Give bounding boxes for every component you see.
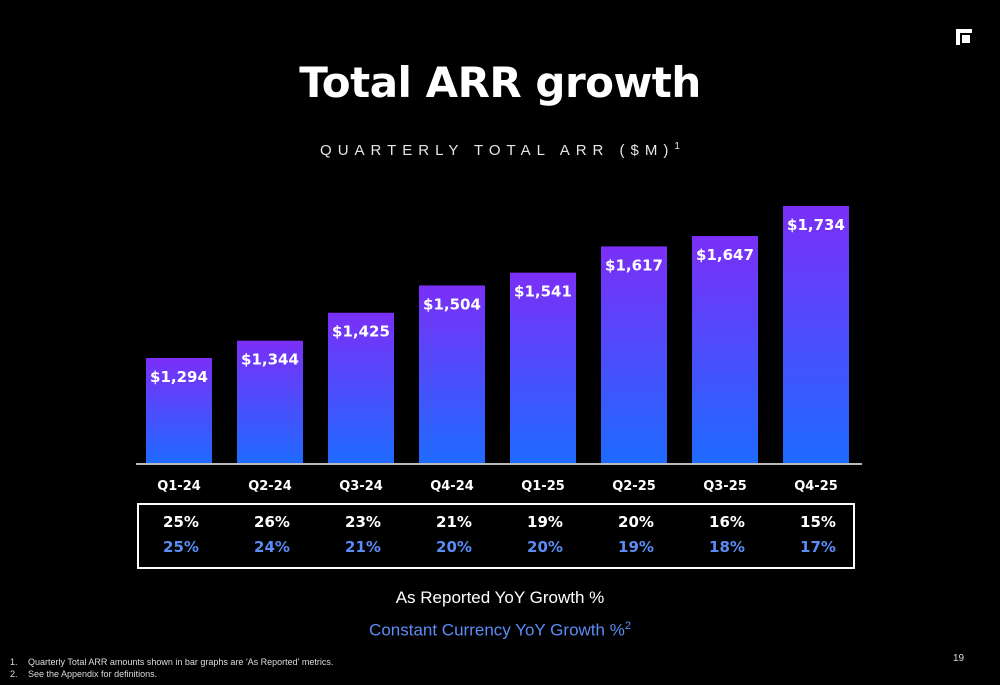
bar-value-label: $1,734 — [787, 216, 845, 234]
x-tick-label: Q4-25 — [794, 479, 838, 494]
x-tick-label: Q2-24 — [248, 479, 292, 494]
reported-growth-cell: 16% — [709, 513, 745, 531]
footnote-text: See the Appendix for definitions. — [28, 669, 158, 679]
bar-value-label: $1,617 — [605, 256, 663, 274]
bar-value-label: $1,294 — [150, 368, 208, 386]
bar-chart: $1,294 $1,344 $1,425 $1,504 $1,541 $1,617 $1,6… — [136, 205, 862, 494]
chart-subtitle-text: QUARTERLY TOTAL ARR ($M) — [320, 142, 675, 159]
bar-value-label: $1,504 — [423, 295, 481, 313]
footnote-number: 1. — [10, 657, 18, 667]
x-tick-label: Q2-25 — [612, 479, 656, 494]
legend-reported: As Reported YoY Growth % — [395, 588, 605, 607]
subtitle-footnote-ref: 1 — [674, 141, 680, 152]
constant-currency-growth-cell: 25% — [163, 538, 199, 556]
bar-q3-24 — [328, 312, 394, 464]
reported-growth-cell: 20% — [618, 513, 654, 531]
page-number: 19 — [953, 653, 965, 664]
reported-growth-cell: 21% — [436, 513, 472, 531]
x-tick-label: Q4-24 — [430, 479, 474, 494]
reported-growth-cell: 25% — [163, 513, 199, 531]
footnotes: 1. Quarterly Total ARR amounts shown in b… — [10, 656, 333, 680]
reported-growth-cell: 15% — [800, 513, 836, 531]
x-tick-label: Q3-25 — [703, 479, 747, 494]
constant-currency-growth-cell: 19% — [618, 538, 654, 556]
bar-q2-24 — [237, 340, 303, 464]
constant-currency-growth-cell: 20% — [436, 538, 472, 556]
bar-q4-25 — [783, 205, 849, 465]
bar-q2-25 — [601, 246, 667, 464]
footnote-number: 2. — [10, 669, 18, 679]
bar-value-label: $1,647 — [696, 246, 754, 264]
constant-currency-growth-cell: 18% — [709, 538, 745, 556]
x-tick-label: Q1-25 — [521, 479, 565, 494]
constant-currency-growth-cell: 24% — [254, 538, 290, 556]
legend-constant-currency-text: Constant Currency YoY Growth % — [369, 620, 625, 640]
footnote-text: Quarterly Total ARR amounts shown in bar… — [28, 657, 334, 667]
x-tick-label: Q1-24 — [157, 479, 201, 494]
bar-value-label: $1,541 — [514, 283, 572, 301]
x-tick-label: Q3-24 — [339, 479, 383, 494]
bar-q1-25 — [510, 272, 576, 464]
constant-currency-growth-cell: 20% — [527, 538, 563, 556]
reported-growth-cell: 26% — [254, 513, 290, 531]
bar-q1-24 — [146, 358, 212, 464]
bar-value-label: $1,344 — [241, 351, 299, 369]
bar-q4-24 — [419, 285, 485, 464]
footnote-1: 1. Quarterly Total ARR amounts shown in b… — [10, 656, 333, 668]
bar-value-label: $1,425 — [332, 323, 390, 341]
reported-growth-cell: 23% — [345, 513, 381, 531]
constant-currency-growth-cell: 21% — [345, 538, 381, 556]
cube-logo-icon — [956, 29, 972, 45]
growth-table: 25% 25% 26% 24% 23% 21% 21% 20% 19% 20% 20% 19% 16% 1… — [137, 503, 855, 569]
footnote-2: 2. See the Appendix for definitions. — [10, 668, 333, 680]
legend-constant-currency: Constant Currency YoY Growth %2 — [0, 620, 1000, 641]
chart-subtitle: QUARTERLY TOTAL ARR ($M)1 — [0, 141, 1000, 159]
page-title: Total ARR growth — [299, 58, 701, 107]
constant-currency-growth-cell: 17% — [800, 538, 836, 556]
bar-q3-25 — [692, 236, 758, 464]
legend-footnote-ref: 2 — [624, 620, 631, 632]
reported-growth-cell: 19% — [527, 513, 563, 531]
